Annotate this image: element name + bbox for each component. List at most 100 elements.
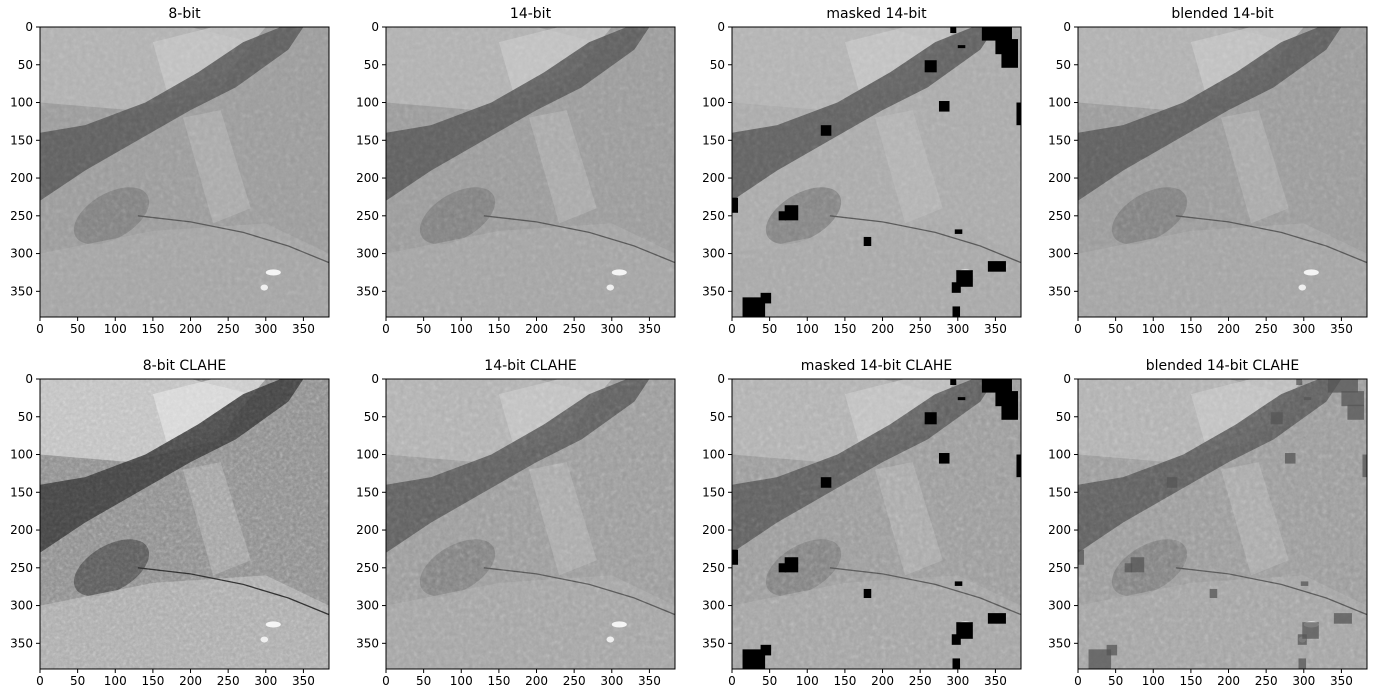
y-tick-label: 100 [10, 448, 33, 462]
mask-region [778, 211, 787, 221]
x-tick-label: 0 [36, 674, 44, 688]
blended-region [1303, 397, 1312, 401]
y-tick-label: 350 [356, 636, 379, 650]
subplot-title: 14-bit CLAHE [484, 358, 576, 374]
y-tick-label: 0 [25, 372, 33, 386]
blended-region [1347, 404, 1364, 420]
y-tick-label: 50 [18, 58, 33, 72]
x-tick-label: 350 [638, 674, 661, 688]
x-tick-label: 50 [416, 322, 431, 336]
mask-region [784, 205, 799, 221]
x-tick-label: 50 [1108, 322, 1123, 336]
subplot-title: blended 14-bit CLAHE [1146, 358, 1300, 374]
y-tick-label: 250 [10, 561, 33, 575]
x-tick-label: 100 [1142, 322, 1165, 336]
y-tick-label: 100 [356, 96, 379, 110]
texture-overlay [386, 379, 675, 669]
y-tick-label: 0 [717, 372, 725, 386]
satellite-image [40, 379, 329, 669]
blended-region [1209, 588, 1218, 599]
y-tick-label: 300 [10, 247, 33, 261]
y-tick-label: 350 [1048, 636, 1071, 650]
y-tick-label: 150 [1048, 485, 1071, 499]
y-tick-label: 200 [10, 523, 33, 537]
x-tick-label: 350 [1330, 322, 1353, 336]
subplot-1: 8-bit 0 50 100 150 200 250 300 350 0 50 100 150 200 25… [10, 6, 330, 336]
x-tick-label: 350 [984, 674, 1007, 688]
x-tick-label: 100 [104, 322, 127, 336]
y-tick-label: 150 [1048, 133, 1071, 147]
satellite-image [1078, 27, 1367, 317]
y-tick-label: 300 [1048, 599, 1071, 613]
blended-region [1078, 549, 1085, 565]
texture-overlay [386, 27, 675, 317]
mask-region [778, 563, 787, 573]
x-tick-label: 250 [563, 322, 586, 336]
mask-region [820, 477, 832, 488]
y-tick-label: 200 [702, 171, 725, 185]
x-tick-label: 300 [600, 674, 623, 688]
subplot-8: blended 14-bit CLAHE 0 50 100 150 200 250 300 35… [1048, 358, 1368, 688]
y-tick-label: 50 [364, 410, 379, 424]
x-tick-label: 250 [1255, 674, 1278, 688]
blended-region [1106, 644, 1118, 656]
texture-overlay [1078, 27, 1367, 317]
x-tick-label: 250 [217, 322, 240, 336]
y-tick-label: 0 [25, 20, 33, 34]
x-tick-label: 300 [254, 674, 277, 688]
y-tick-label: 200 [356, 523, 379, 537]
x-tick-label: 200 [525, 322, 548, 336]
mask-region [950, 27, 957, 34]
subplot-7: masked 14-bit CLAHE 0 50 100 150 200 250 300 350… [702, 358, 1022, 688]
y-tick-label: 50 [1056, 58, 1071, 72]
x-tick-label: 100 [796, 322, 819, 336]
y-tick-label: 50 [1056, 410, 1071, 424]
y-tick-label: 250 [1048, 561, 1071, 575]
blended-region [1296, 379, 1303, 386]
x-tick-label: 50 [416, 674, 431, 688]
blended-region [1166, 477, 1178, 488]
mask-region [760, 292, 772, 304]
axis-frame [385, 378, 676, 670]
mask-region [863, 236, 872, 247]
mask-region [732, 549, 739, 565]
y-tick-label: 300 [356, 247, 379, 261]
y-tick-label: 250 [10, 209, 33, 223]
y-tick-label: 100 [1048, 96, 1071, 110]
axis-frame [731, 26, 1022, 318]
mask-region [954, 581, 963, 586]
x-tick-label: 300 [946, 322, 969, 336]
x-tick-label: 150 [833, 674, 856, 688]
satellite-image [386, 379, 675, 669]
satellite-image [40, 27, 329, 317]
blended-region [1088, 649, 1112, 669]
mask-region [938, 101, 950, 112]
x-tick-label: 50 [70, 322, 85, 336]
x-tick-label: 0 [36, 322, 44, 336]
x-tick-label: 0 [1074, 674, 1082, 688]
y-tick-label: 0 [1063, 372, 1071, 386]
subplot-title: masked 14-bit [826, 6, 927, 22]
y-tick-label: 300 [10, 599, 33, 613]
x-tick-label: 50 [1108, 674, 1123, 688]
mask-region [981, 379, 1012, 393]
mask-region [742, 297, 766, 317]
x-tick-label: 100 [796, 674, 819, 688]
subplot-title: masked 14-bit CLAHE [801, 358, 953, 374]
mask-region [1016, 102, 1021, 126]
x-tick-label: 200 [179, 322, 202, 336]
texture-overlay [40, 27, 329, 317]
x-tick-label: 200 [1217, 674, 1240, 688]
blended-region [1298, 658, 1307, 669]
x-tick-label: 300 [1292, 674, 1315, 688]
x-tick-label: 150 [1179, 322, 1202, 336]
y-tick-label: 100 [356, 448, 379, 462]
x-tick-label: 50 [762, 674, 777, 688]
x-tick-label: 250 [217, 674, 240, 688]
axis-frame [39, 378, 330, 670]
y-tick-label: 350 [702, 636, 725, 650]
mask-region [995, 39, 1018, 55]
axis-frame [1077, 26, 1368, 318]
subplot-5: 8-bit CLAHE 0 50 100 150 200 250 300 350 0 50 100 15… [10, 358, 330, 688]
y-tick-label: 0 [717, 20, 725, 34]
